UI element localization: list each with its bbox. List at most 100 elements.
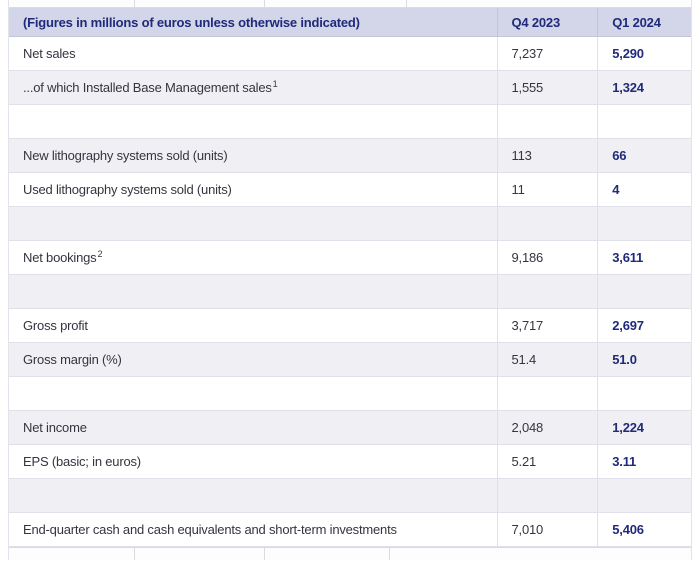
q4-2023-value: 5.21 — [511, 454, 537, 469]
row-label: Used lithography systems sold (units) — [23, 182, 232, 197]
q4-2023-value: 7,237 — [511, 46, 544, 61]
q4-2023-value: 7,010 — [511, 522, 544, 537]
row-label-cell — [9, 479, 497, 512]
table-row: Gross margin (%) 51.4 51.0 — [9, 343, 691, 377]
q1-2024-value-cell: 51.0 — [597, 343, 691, 376]
divider — [134, 0, 135, 7]
q1-2024-value-cell: 4 — [597, 173, 691, 206]
q4-2023-value-cell — [496, 479, 598, 512]
q1-2024-value-cell: 1,324 — [597, 71, 691, 104]
q1-2024-value: 3,611 — [612, 250, 644, 265]
row-label-cell — [9, 207, 497, 240]
q1-2024-value-cell: 3,611 — [597, 241, 691, 274]
partial-row-below — [9, 547, 691, 560]
table-row: New lithography systems sold (units) 113… — [9, 139, 691, 173]
q1-2024-value-cell — [597, 377, 691, 410]
q4-2023-value-cell — [496, 275, 598, 308]
row-label: Gross profit — [23, 318, 88, 333]
q4-2023-value-cell: 1,555 — [496, 71, 598, 104]
q1-2024-value: 5,290 — [612, 46, 644, 61]
q1-2024-value: 5,406 — [612, 522, 644, 537]
table-row: Used lithography systems sold (units) 11… — [9, 173, 691, 207]
row-label-cell: New lithography systems sold (units) — [9, 139, 497, 172]
q1-2024-value-cell: 5,406 — [597, 513, 691, 546]
q4-2023-value: 1,555 — [511, 80, 544, 95]
q1-2024-value-cell: 3.11 — [597, 445, 691, 478]
q4-2023-value: 2,048 — [511, 420, 544, 435]
row-label-cell: Used lithography systems sold (units) — [9, 173, 497, 206]
divider — [406, 0, 407, 7]
q1-2024-value-cell — [597, 479, 691, 512]
row-label-cell — [9, 377, 497, 410]
divider — [264, 0, 265, 7]
q4-2023-value: 3,717 — [511, 318, 544, 333]
row-label: End-quarter cash and cash equivalents an… — [23, 522, 397, 537]
table-row — [9, 207, 691, 241]
table-row — [9, 377, 691, 411]
table-row: Gross profit 3,717 2,697 — [9, 309, 691, 343]
table-row: EPS (basic; in euros) 5.21 3.11 — [9, 445, 691, 479]
table-row — [9, 275, 691, 309]
row-label-cell: Gross margin (%) — [9, 343, 497, 376]
table-row: Net income 2,048 1,224 — [9, 411, 691, 445]
q1-2024-value-cell — [597, 207, 691, 240]
row-label: Gross margin (%) — [23, 352, 122, 367]
q1-2024-value-cell: 1,224 — [597, 411, 691, 444]
q1-2024-value: 2,697 — [612, 318, 644, 333]
row-label-cell: Net sales — [9, 37, 497, 70]
row-label: ...of which Installed Base Management sa… — [23, 80, 272, 95]
row-label-cell: Gross profit — [9, 309, 497, 342]
row-label-cell: EPS (basic; in euros) — [9, 445, 497, 478]
q4-2023-value-cell: 11 — [496, 173, 598, 206]
q4-2023-value-cell: 51.4 — [496, 343, 598, 376]
row-label-cell: ...of which Installed Base Management sa… — [9, 71, 497, 104]
row-label: Net sales — [23, 46, 76, 61]
table-row: ...of which Installed Base Management sa… — [9, 71, 691, 105]
table-row: Net bookings 2 9,186 3,611 — [9, 241, 691, 275]
q4-2023-value-cell: 113 — [496, 139, 598, 172]
footnote-superscript: 2 — [97, 248, 103, 259]
q1-2024-value-cell — [597, 275, 691, 308]
row-label-cell: Net income — [9, 411, 497, 444]
header-q4-2023: Q4 2023 — [496, 8, 598, 36]
partial-row-above — [9, 0, 691, 8]
q4-2023-value-cell — [496, 377, 598, 410]
q1-2024-value-cell: 5,290 — [597, 37, 691, 70]
q4-2023-value: 9,186 — [511, 250, 544, 265]
q4-2023-value-cell: 5.21 — [496, 445, 598, 478]
q1-2024-value-cell — [597, 105, 691, 138]
q1-2024-value: 3.11 — [612, 454, 637, 469]
q4-2023-value: 113 — [511, 148, 532, 163]
table-row — [9, 479, 691, 513]
table-row — [9, 105, 691, 139]
figures-table: (Figures in millions of euros unless oth… — [8, 0, 692, 560]
q1-2024-value: 51.0 — [612, 352, 637, 367]
q1-2024-value: 66 — [612, 148, 627, 163]
q4-2023-value: 11 — [511, 182, 525, 197]
table-header-row: (Figures in millions of euros unless oth… — [9, 8, 691, 37]
q4-2023-value: 51.4 — [511, 352, 537, 367]
q4-2023-value-cell: 3,717 — [496, 309, 598, 342]
q4-2023-value-cell: 7,237 — [496, 37, 598, 70]
table-row: End-quarter cash and cash equivalents an… — [9, 513, 691, 547]
q4-2023-value-cell: 7,010 — [496, 513, 598, 546]
row-label: Net income — [23, 420, 87, 435]
q4-2023-value-cell: 2,048 — [496, 411, 598, 444]
row-label: Net bookings — [23, 250, 97, 265]
row-label-cell — [9, 275, 497, 308]
q1-2024-value: 1,324 — [612, 80, 644, 95]
row-label-cell: Net bookings 2 — [9, 241, 497, 274]
header-figures-label: (Figures in millions of euros unless oth… — [23, 14, 360, 30]
divider — [389, 548, 390, 560]
q4-2023-value-cell — [496, 105, 598, 138]
q1-2024-value: 1,224 — [612, 420, 644, 435]
divider — [264, 548, 265, 560]
q1-2024-value: 4 — [612, 182, 620, 197]
divider — [134, 548, 135, 560]
row-label-cell: End-quarter cash and cash equivalents an… — [9, 513, 497, 546]
row-label: New lithography systems sold (units) — [23, 148, 228, 163]
q4-2023-value-cell — [496, 207, 598, 240]
table-row: Net sales 7,237 5,290 — [9, 37, 691, 71]
row-label: EPS (basic; in euros) — [23, 454, 141, 469]
